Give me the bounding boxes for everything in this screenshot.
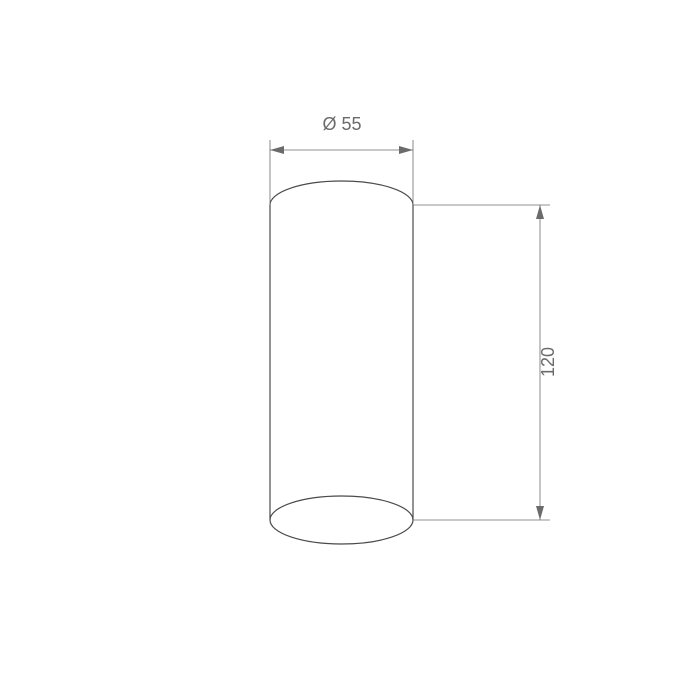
height-arrow-bottom	[536, 506, 544, 520]
dia-arrow-right	[399, 146, 413, 154]
cylinder-top-arc	[270, 181, 413, 205]
cylinder-shape	[270, 181, 413, 544]
dia-arrow-left	[270, 146, 284, 154]
technical-drawing: Ø 55 120	[0, 0, 700, 700]
dimension-height: 120	[413, 205, 558, 520]
cylinder-bottom-ellipse	[270, 496, 413, 544]
height-label: 120	[538, 347, 558, 377]
dimension-diameter: Ø 55	[270, 114, 413, 205]
dia-label: Ø 55	[322, 114, 361, 134]
height-arrow-top	[536, 205, 544, 219]
